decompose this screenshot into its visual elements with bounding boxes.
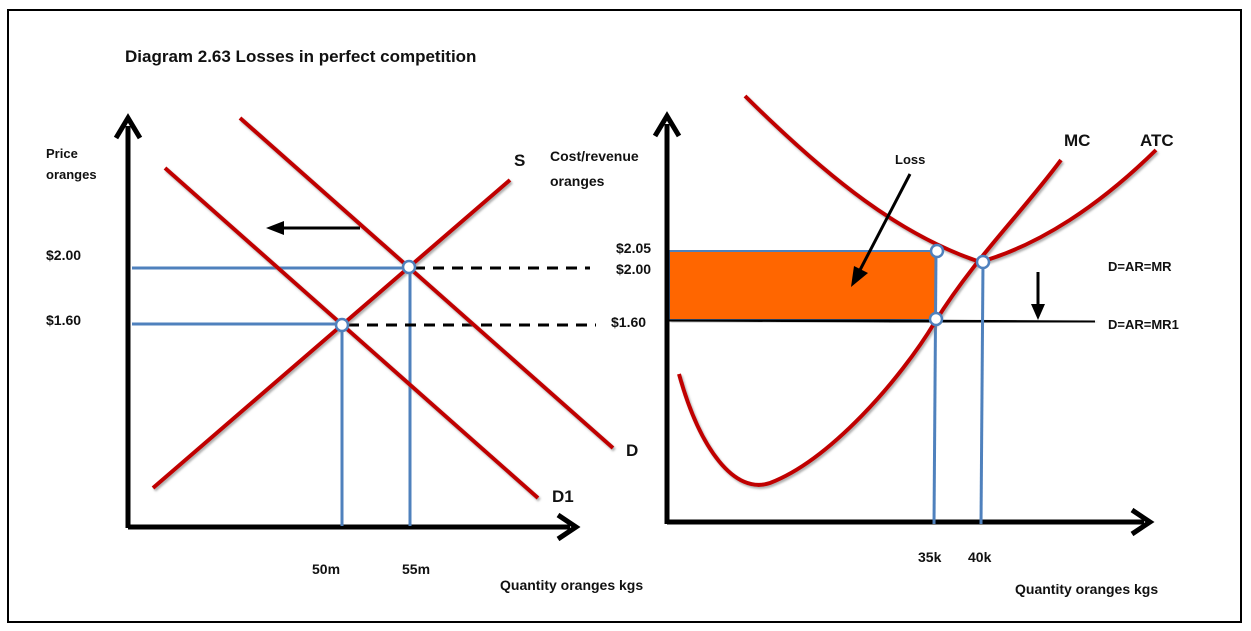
revenue-shift-arrowhead bbox=[1031, 304, 1045, 320]
right-y-arrowhead bbox=[652, 111, 682, 138]
left-price-label-low: $1.60 bbox=[46, 312, 81, 328]
right-price-label-high: $2.00 bbox=[616, 261, 651, 277]
left-y-axis-label-price: Price bbox=[46, 146, 78, 161]
left-price-label-high: $2.00 bbox=[46, 247, 81, 263]
demand-shift-arrowhead bbox=[266, 221, 284, 235]
right-x-arrowhead bbox=[1130, 507, 1155, 537]
demand-ar-mr-label: D=AR=MR bbox=[1108, 259, 1172, 274]
right-qty-label-high: 40k bbox=[968, 549, 992, 565]
equilibrium-point-low bbox=[334, 317, 350, 333]
right-qty-label-low: 35k bbox=[918, 549, 942, 565]
left-y-arrowhead bbox=[113, 113, 143, 140]
loss-area bbox=[668, 250, 937, 321]
loss-label: Loss bbox=[895, 152, 925, 167]
right-qty-guide-low bbox=[932, 251, 938, 525]
diagram-title: Diagram 2.63 Losses in perfect competiti… bbox=[125, 47, 476, 66]
market-panel: Price oranges $2.00 $1.60 50m 55m Quanti… bbox=[46, 113, 643, 593]
demand-ar-mr1-label: D=AR=MR1 bbox=[1108, 317, 1179, 332]
demand-curve bbox=[238, 116, 615, 450]
left-y-axis-label-oranges: oranges bbox=[46, 167, 97, 182]
left-x-arrowhead bbox=[556, 512, 581, 542]
right-price-label-atc: $2.05 bbox=[616, 240, 651, 256]
loss-pointer-arrowhead bbox=[851, 266, 868, 287]
left-qty-label-high: 55m bbox=[402, 561, 430, 577]
demand-ar-mr1-line bbox=[668, 318, 1096, 324]
right-y-axis-label-oranges: oranges bbox=[550, 173, 605, 189]
loss-pointer-line bbox=[858, 173, 912, 271]
supply-label: S bbox=[514, 151, 525, 170]
right-qty-guide-high bbox=[979, 261, 985, 525]
left-qty-label-low: 50m bbox=[312, 561, 340, 577]
left-x-axis-label: Quantity oranges kgs bbox=[500, 577, 643, 593]
equilibrium-point-firm-low bbox=[928, 311, 944, 327]
right-price-label-low: $1.60 bbox=[611, 314, 646, 330]
atc-curve bbox=[743, 94, 1158, 265]
right-x-axis-label: Quantity oranges kgs bbox=[1015, 581, 1158, 597]
demand-new-label: D1 bbox=[552, 487, 574, 506]
equilibrium-point-high bbox=[401, 259, 417, 275]
right-y-axis-label-cost: Cost/revenue bbox=[550, 148, 639, 164]
mc-label: MC bbox=[1064, 131, 1090, 150]
equilibrium-point-firm-high bbox=[975, 254, 991, 270]
atc-label: ATC bbox=[1140, 131, 1174, 150]
demand-label: D bbox=[626, 441, 638, 460]
mc-curve bbox=[677, 158, 1063, 487]
atc-point bbox=[929, 243, 945, 259]
supply-curve bbox=[151, 178, 512, 490]
demand-curve-new bbox=[163, 166, 540, 500]
firm-panel: Cost/revenue oranges $2.05 $2.00 $1.60 3… bbox=[550, 94, 1179, 597]
